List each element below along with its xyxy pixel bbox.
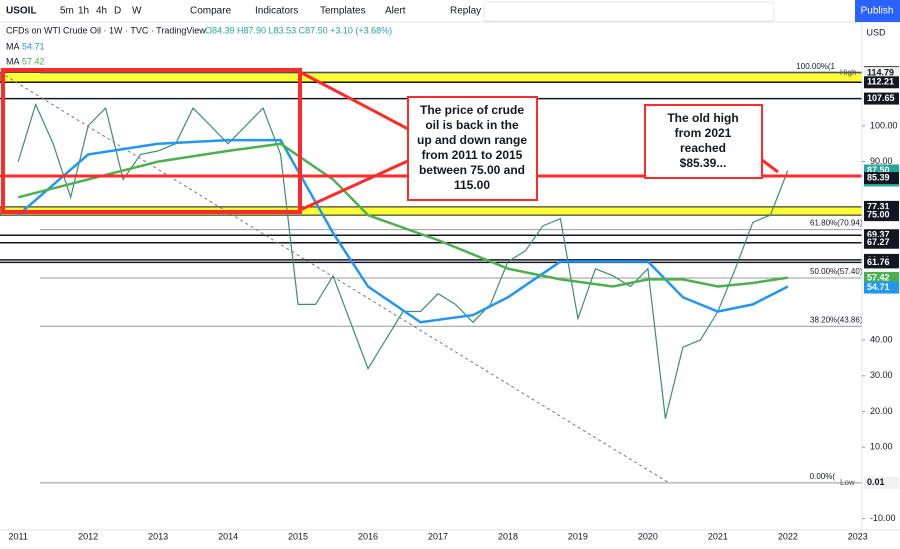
moving-average bbox=[17, 142, 789, 288]
price-label: 67.27 bbox=[867, 237, 890, 247]
interval[interactable]: W bbox=[132, 6, 142, 17]
note-text: oil is back in the bbox=[425, 118, 519, 132]
interval[interactable]: 1h bbox=[78, 6, 89, 17]
price-label-bg bbox=[864, 476, 899, 489]
price-label: 0.01 bbox=[867, 477, 885, 487]
fib-tag: Low bbox=[840, 478, 855, 487]
note-text: The price of crude bbox=[420, 103, 524, 117]
trend-line bbox=[0, 71, 670, 484]
interval[interactable]: 5m bbox=[60, 6, 74, 17]
x-tick-label: 2018 bbox=[498, 531, 518, 541]
price-label-bg bbox=[864, 67, 899, 80]
price-label-bg bbox=[864, 256, 899, 269]
arrow bbox=[761, 158, 779, 174]
publish-button[interactable] bbox=[855, 0, 900, 22]
fib-label: 38.20%(43.86) bbox=[810, 315, 863, 324]
price-label: 77.31 bbox=[867, 201, 890, 211]
x-tick-label: 2012 bbox=[78, 531, 98, 541]
note-text: The old high bbox=[667, 111, 738, 125]
y-tick-label: -10.00 bbox=[870, 513, 896, 523]
price-label-bg bbox=[864, 92, 899, 105]
price-label: 75.00 bbox=[867, 210, 890, 220]
price-label: 54.71 bbox=[867, 282, 890, 292]
interval[interactable]: 4h bbox=[96, 6, 107, 17]
price-label: 114.79 bbox=[867, 67, 894, 77]
price-label: 87.50 bbox=[867, 165, 890, 175]
toolbar-button[interactable]: Replay bbox=[450, 6, 481, 17]
y-tick-label: 30.00 bbox=[870, 370, 893, 380]
drawing-toolbar[interactable] bbox=[483, 1, 775, 22]
interval[interactable]: D bbox=[114, 6, 121, 17]
price-label-bg bbox=[864, 172, 899, 185]
x-tick-label: 2014 bbox=[218, 531, 238, 541]
fib-label: 61.80%(70.94) bbox=[810, 219, 863, 228]
price-label: 69.37 bbox=[867, 230, 890, 240]
toolbar-button[interactable]: Indicators bbox=[255, 6, 298, 17]
x-tick-label: 2019 bbox=[568, 531, 588, 541]
y-tick-label: 40.00 bbox=[870, 334, 893, 344]
price-label-bg bbox=[864, 236, 899, 249]
toolbar-button[interactable]: Alert bbox=[385, 6, 406, 17]
note-text: from 2021 bbox=[675, 126, 732, 140]
price-label: 61.76 bbox=[867, 257, 890, 267]
fib-tag: High bbox=[840, 68, 856, 77]
symbol[interactable]: USOIL bbox=[6, 6, 37, 17]
moving-average bbox=[17, 138, 789, 324]
ohlc: O84.39 H87.90 L83.53 C87.50 +3.10 (+3.68… bbox=[205, 25, 392, 35]
band bbox=[0, 71, 863, 83]
x-tick-label: 2016 bbox=[358, 531, 378, 541]
price-label-bg bbox=[864, 281, 899, 294]
price-label-bg bbox=[864, 76, 899, 89]
x-tick-label: 2020 bbox=[638, 531, 658, 541]
ma-label: MA bbox=[6, 41, 20, 51]
fib-label: 0.00%( bbox=[810, 472, 836, 481]
x-tick-label: 2022 bbox=[778, 531, 798, 541]
price-label-bg bbox=[864, 271, 899, 284]
note-text: from 2011 to 2015 bbox=[422, 148, 523, 162]
note-text: 115.00 bbox=[454, 178, 490, 192]
price-label: 112.21 bbox=[867, 77, 894, 87]
arrow bbox=[299, 158, 411, 212]
x-tick-label: 2021 bbox=[708, 531, 728, 541]
y-tick-label: 100.00 bbox=[870, 120, 898, 130]
ma-value: 57.42 bbox=[22, 56, 45, 66]
legend-title: CFDs on WTI Crude Oil · 1W · TVC · Tradi… bbox=[6, 25, 206, 35]
note-text: reached bbox=[680, 141, 726, 155]
y-tick-label: 10.00 bbox=[870, 442, 893, 452]
price-label: 57.42 bbox=[867, 272, 890, 282]
price-label: 107.65 bbox=[867, 93, 895, 103]
note-text: $85.39... bbox=[680, 156, 727, 170]
price-label-bg bbox=[864, 209, 899, 222]
annotations bbox=[0, 68, 862, 214]
note-box bbox=[644, 104, 763, 179]
ma-value: 54.71 bbox=[22, 41, 45, 51]
currency[interactable]: USD bbox=[866, 27, 886, 37]
fib-label: 50.00%(57.40) bbox=[810, 267, 863, 276]
y-tick-label: 20.00 bbox=[870, 406, 893, 416]
toolbar-button[interactable]: Compare bbox=[190, 6, 232, 17]
note-box bbox=[407, 96, 538, 201]
range-box bbox=[1, 68, 302, 214]
y-tick-label: 90.00 bbox=[870, 156, 893, 166]
toolbar-button[interactable]: Templates bbox=[320, 6, 366, 17]
plot: 100.00%(1 High 61.80%(70.94) 50.00%(57.40) 3… bbox=[0, 62, 863, 487]
x-tick-label: 2013 bbox=[148, 531, 168, 541]
note-text: between 75.00 and bbox=[419, 163, 525, 177]
arrow bbox=[299, 70, 411, 132]
x-tick-label: 2023 bbox=[848, 531, 868, 541]
fib-label: 100.00%(1 bbox=[796, 62, 835, 71]
x-tick-label: 2015 bbox=[288, 531, 308, 541]
price-label: 85.39 bbox=[867, 172, 890, 182]
ma-label: MA bbox=[6, 56, 20, 66]
note-text: up and down range bbox=[417, 133, 527, 147]
publish-label[interactable]: Publish bbox=[861, 6, 894, 17]
x-tick-label: 2017 bbox=[428, 531, 448, 541]
x-tick-label: 2011 bbox=[9, 531, 28, 541]
